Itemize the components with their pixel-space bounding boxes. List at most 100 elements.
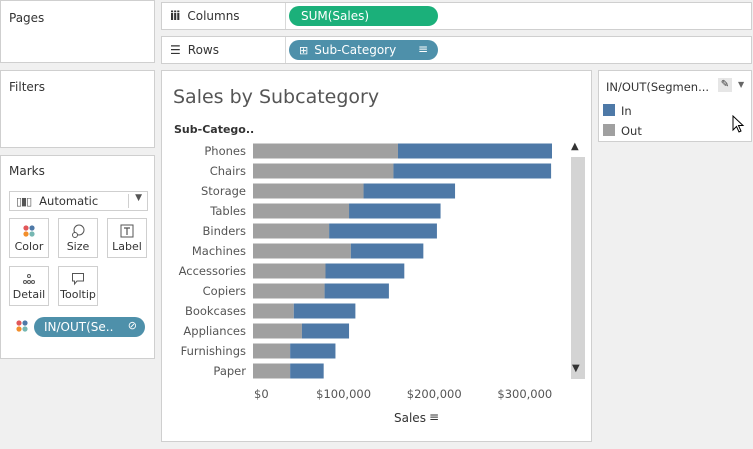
x-axis-ticks: $0 $100,000 $200,000 $300,000 <box>162 71 593 443</box>
bar-in[interactable] <box>290 343 336 359</box>
color-dots-icon <box>16 320 28 332</box>
bar-in[interactable] <box>290 363 324 379</box>
bar-out[interactable] <box>253 263 326 279</box>
bar-out[interactable] <box>253 283 325 299</box>
bar-out[interactable] <box>253 323 302 339</box>
bar-in[interactable] <box>301 323 350 339</box>
scrollbar-thumb[interactable] <box>571 157 585 379</box>
category-label[interactable]: Phones <box>204 144 246 158</box>
vertical-scrollbar[interactable]: ▲ ▼ <box>569 141 585 446</box>
chart-panel: Sales by Subcategory Sub-Catego.. Phones… <box>161 70 592 442</box>
mark-type-value: Automatic <box>39 194 99 208</box>
size-icon <box>59 224 97 242</box>
bar-chart-icon: ▯▮▯ <box>16 194 32 208</box>
columns-icon: iii <box>170 9 180 23</box>
bar-out[interactable] <box>253 163 394 179</box>
color-legend: IN/OUT(Segmen... ✎ ▼ In Out <box>598 70 752 142</box>
category-label[interactable]: Paper <box>213 364 246 378</box>
dropdown-divider <box>128 194 129 208</box>
color-field-icon <box>15 319 29 336</box>
columns-pill[interactable]: SUM(Sales) <box>289 6 438 26</box>
label-button-label: Label <box>112 240 142 253</box>
color-button-label: Color <box>14 240 44 253</box>
bar-out[interactable] <box>253 243 351 259</box>
marks-title: Marks <box>9 164 45 178</box>
legend-title: IN/OUT(Segmen... <box>606 80 710 94</box>
category-label[interactable]: Bookcases <box>184 304 246 318</box>
tooltip-button[interactable]: Tooltip <box>58 266 98 306</box>
size-button[interactable]: Size <box>58 218 98 258</box>
color-button[interactable]: Color <box>9 218 49 258</box>
color-dots-icon <box>23 225 35 237</box>
bar-in[interactable] <box>350 243 424 259</box>
columns-pill-label: SUM(Sales) <box>301 9 370 23</box>
rows-pill-label: Sub-Category <box>314 43 397 57</box>
bar-out[interactable] <box>253 183 364 199</box>
filters-title: Filters <box>9 80 45 94</box>
category-labels: Phones Chairs Storage Tables Binders Machines… <box>162 71 246 443</box>
category-label[interactable]: Machines <box>191 244 246 258</box>
expand-plus-icon: ⊞ <box>299 43 309 57</box>
category-label[interactable]: Binders <box>202 224 246 238</box>
bar-in[interactable] <box>324 283 389 299</box>
scroll-down-icon[interactable]: ▼ <box>572 363 580 374</box>
row-header[interactable]: Sub-Catego.. <box>174 123 255 136</box>
bar-out[interactable] <box>253 303 294 319</box>
tooltip-icon <box>59 272 97 290</box>
legend-swatch[interactable] <box>603 104 615 116</box>
category-label[interactable]: Furnishings <box>180 344 246 358</box>
detail-button[interactable]: Detail <box>9 266 49 306</box>
bar-in[interactable] <box>349 203 441 219</box>
bar-out[interactable] <box>253 203 350 219</box>
category-label[interactable]: Storage <box>201 184 246 198</box>
x-tick-label: $100,000 <box>316 387 372 401</box>
pages-title: Pages <box>9 11 45 25</box>
edit-pencil-icon[interactable]: ✎ <box>718 78 732 92</box>
bar-out[interactable] <box>253 343 291 359</box>
bar-in[interactable] <box>329 223 437 239</box>
marks-panel: Marks ▯▮▯ Automatic ▼ Color Size <box>0 155 155 359</box>
bar-out[interactable] <box>253 363 291 379</box>
rows-shelf[interactable]: ☰ Rows ⊞ Sub-Category ≡ <box>161 36 752 64</box>
size-button-label: Size <box>66 240 90 253</box>
sort-icon[interactable]: ≡ <box>429 410 440 424</box>
category-label[interactable]: Appliances <box>183 324 246 338</box>
scroll-up-icon[interactable]: ▲ <box>571 141 579 152</box>
bar-chart <box>253 143 552 379</box>
category-label[interactable]: Accessories <box>178 264 246 278</box>
pages-panel: Pages <box>0 0 155 63</box>
columns-shelf[interactable]: iii Columns SUM(Sales) <box>161 2 752 30</box>
bar-out[interactable] <box>253 143 398 159</box>
legend-item-label[interactable]: Out <box>621 124 642 138</box>
x-axis-label[interactable]: Sales <box>394 411 426 425</box>
chevron-down-icon[interactable]: ▼ <box>738 80 745 89</box>
filters-panel[interactable]: Filters <box>0 70 155 148</box>
bar-in[interactable] <box>393 163 552 179</box>
detail-button-label: Detail <box>12 288 46 301</box>
mark-type-dropdown[interactable]: ▯▮▯ Automatic ▼ <box>9 191 148 211</box>
category-label[interactable]: Chairs <box>209 164 246 178</box>
label-button[interactable]: Label <box>107 218 147 258</box>
bar-in[interactable] <box>363 183 456 199</box>
rows-pill[interactable]: ⊞ Sub-Category ≡ <box>289 40 438 60</box>
x-tick-label: $200,000 <box>406 387 462 401</box>
bar-in[interactable] <box>293 303 356 319</box>
speech-bubble-icon <box>72 273 84 286</box>
rows-icon: ☰ <box>170 43 181 57</box>
category-label[interactable]: Tables <box>210 204 246 218</box>
x-tick-label: $0 <box>254 387 269 401</box>
color-field-pill[interactable]: IN/OUT(Se.. ⊘ <box>34 317 145 337</box>
legend-swatch[interactable] <box>603 124 615 136</box>
size-circles-icon <box>72 224 85 238</box>
rows-label: Rows <box>187 43 219 57</box>
bar-out[interactable] <box>253 223 330 239</box>
category-label[interactable]: Copiers <box>202 284 246 298</box>
chevron-down-icon[interactable]: ▼ <box>135 193 142 203</box>
set-icon: ⊘ <box>127 319 137 332</box>
legend-item-label[interactable]: In <box>621 104 632 118</box>
sort-icon: ≡ <box>417 42 428 56</box>
bar-in[interactable] <box>397 143 552 159</box>
x-tick-label: $300,000 <box>497 387 553 401</box>
bar-in[interactable] <box>325 263 405 279</box>
detail-dots-icon <box>23 274 35 284</box>
